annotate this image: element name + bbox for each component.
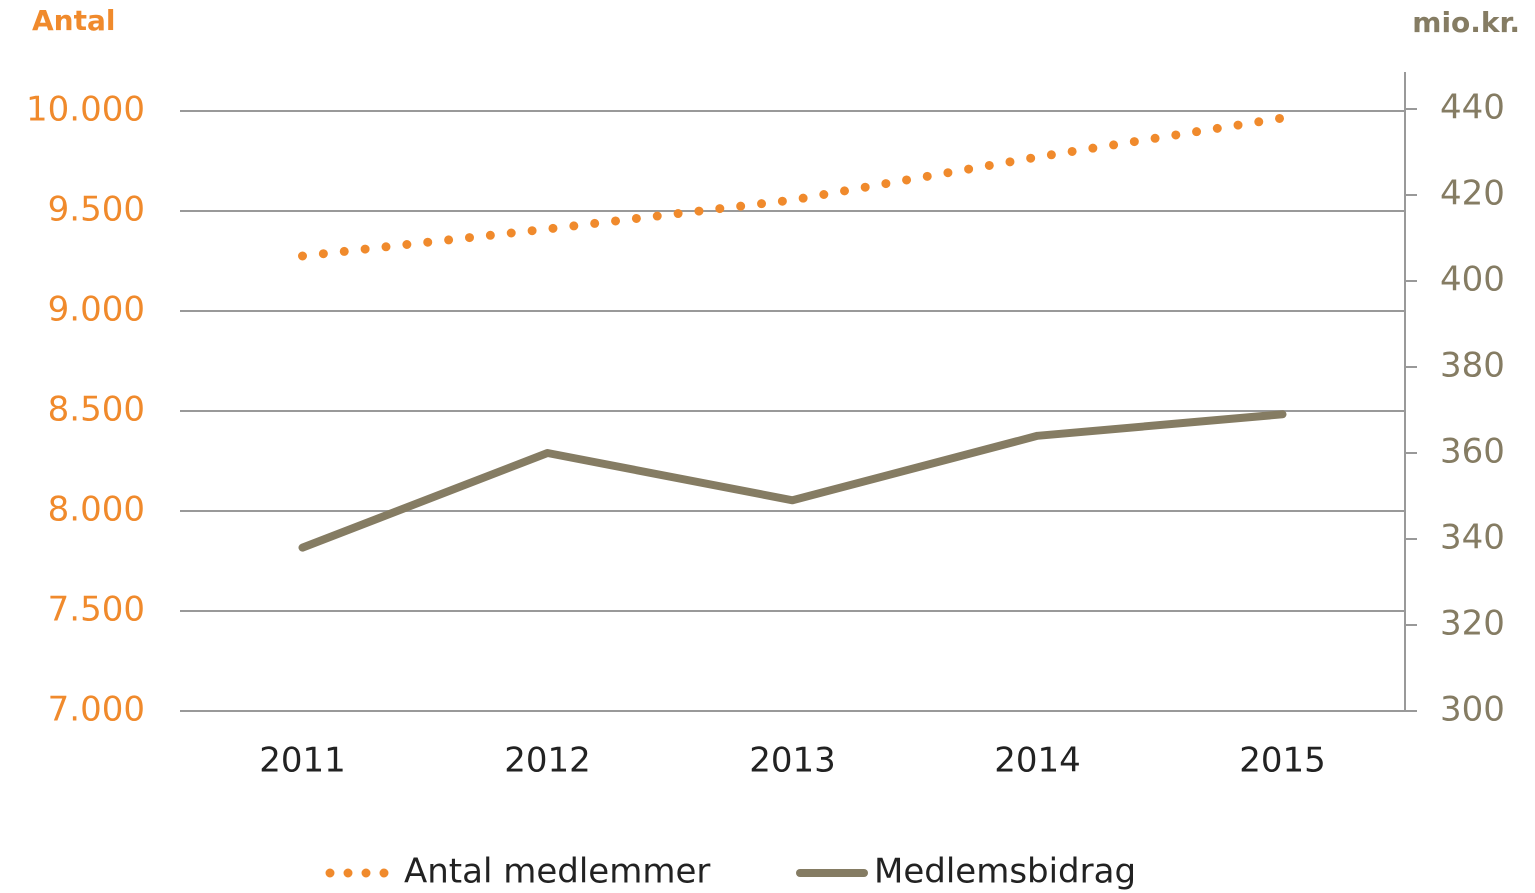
y-tick-label: 7.500 — [48, 590, 145, 630]
y2-tick-label: 420 — [1440, 174, 1505, 214]
y2-tick-label: 340 — [1440, 518, 1505, 558]
y-tick-label: 8.500 — [48, 390, 145, 430]
y2-axis-title: mio.kr. — [1412, 6, 1520, 39]
y-tick-label: 9.000 — [48, 290, 145, 330]
x-tick-label: 2014 — [994, 741, 1081, 781]
y2-tick-label: 360 — [1440, 432, 1505, 472]
y-tick-label: 10.000 — [26, 90, 145, 130]
line-series — [298, 113, 1287, 261]
x-tick-label: 2011 — [259, 741, 346, 781]
y2-tick-label: 300 — [1440, 690, 1505, 730]
legend-label: Medlemsbidrag — [874, 852, 1136, 892]
y2-tick-label: 400 — [1440, 260, 1505, 300]
x-tick-label: 2012 — [504, 741, 591, 781]
y-tick-label: 8.000 — [48, 490, 145, 530]
y-axis-title: Antal — [32, 4, 115, 37]
legend-label: Antal medlemmer — [404, 852, 710, 892]
x-tick-label: 2015 — [1239, 741, 1326, 781]
y-tick-label: 7.000 — [48, 690, 145, 730]
x-tick-label: 2013 — [749, 741, 836, 781]
y2-tick-label: 320 — [1440, 604, 1505, 644]
y2-tick-label: 380 — [1440, 346, 1505, 386]
y-tick-label: 9.500 — [48, 190, 145, 230]
line-series — [298, 410, 1287, 552]
y2-tick-label: 440 — [1440, 88, 1505, 128]
